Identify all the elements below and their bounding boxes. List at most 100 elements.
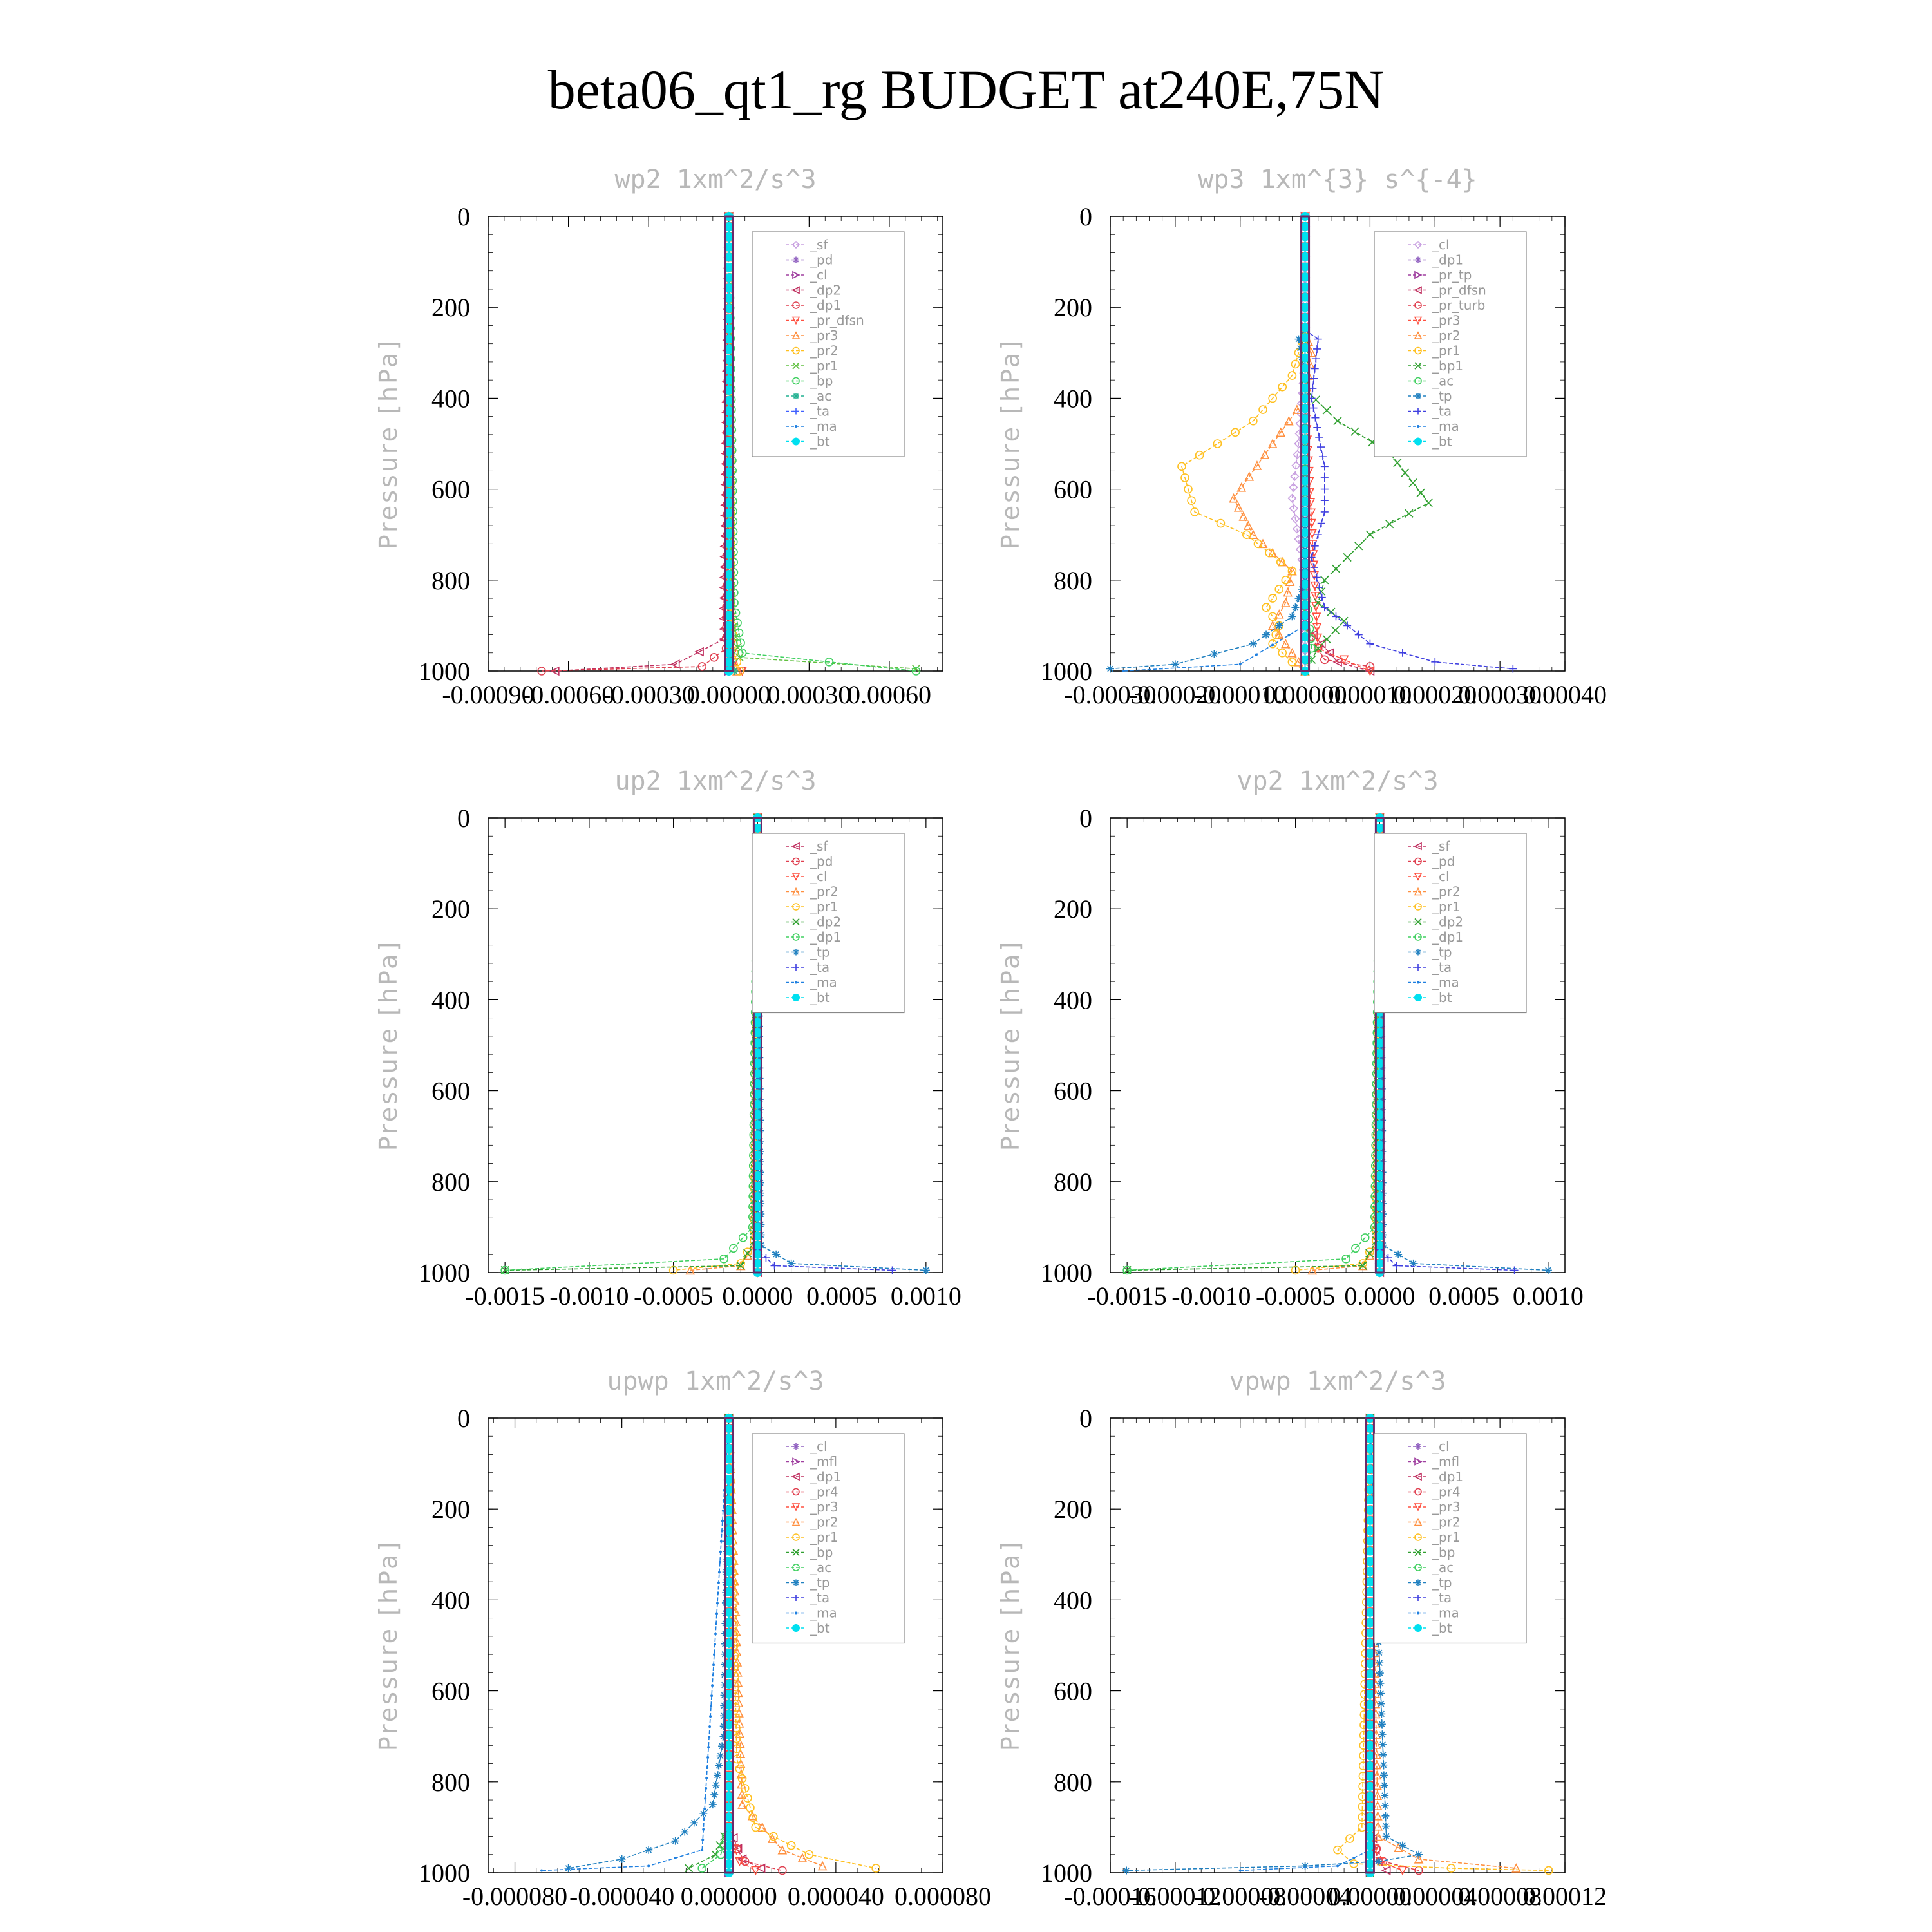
y-tick-label: 600 — [1054, 1077, 1092, 1106]
legend-marker — [1415, 1579, 1421, 1586]
series-point — [1375, 1141, 1385, 1150]
series-point — [1296, 344, 1305, 352]
series-point — [753, 1069, 762, 1079]
series-point — [684, 1864, 694, 1873]
series-point — [1300, 517, 1310, 527]
series-point — [724, 1536, 734, 1546]
series-point — [1382, 1822, 1390, 1830]
series-point — [724, 447, 734, 457]
series-point — [724, 1689, 734, 1699]
legend-marker — [791, 887, 800, 896]
series-point — [1345, 1834, 1354, 1843]
series-point — [753, 1202, 762, 1211]
series-point — [1397, 1866, 1408, 1876]
legend-label: _bp — [810, 1545, 833, 1560]
series-point — [1365, 1792, 1375, 1801]
legend-label: _bt — [810, 990, 830, 1005]
series-point — [720, 1530, 723, 1533]
legend-label: _pd — [810, 252, 833, 268]
series-point — [724, 1792, 734, 1801]
series-line — [505, 817, 759, 1271]
x-tick-label: 0.00000 — [687, 680, 771, 709]
series-point — [1373, 1811, 1383, 1821]
series-point — [911, 664, 921, 674]
series-point — [753, 1028, 762, 1037]
series-point — [701, 1848, 704, 1852]
series-point — [1331, 564, 1341, 573]
series-point — [786, 1841, 796, 1850]
series-point — [724, 639, 734, 649]
series-point — [1343, 621, 1352, 630]
series-point — [724, 518, 734, 528]
x-tick-label: 0.000080 — [895, 1882, 991, 1911]
x-tick-label: -0.00030 — [603, 680, 695, 709]
legend-label: _cl — [810, 267, 828, 283]
series-point — [737, 667, 747, 676]
legend-label: _dp1 — [810, 298, 841, 313]
legend-marker — [793, 408, 799, 415]
series-point — [1378, 1730, 1387, 1739]
series-point — [753, 1151, 762, 1160]
series-point — [755, 1863, 766, 1873]
series-point — [1360, 1233, 1370, 1242]
legend-label: _pr2 — [1432, 328, 1461, 343]
series-point — [719, 1712, 728, 1720]
series-point — [674, 1857, 677, 1860]
series-point — [1324, 648, 1334, 658]
series-point — [724, 1710, 734, 1719]
series-point — [724, 1546, 734, 1556]
series-point — [1287, 658, 1297, 667]
legend-label: _pr_tp — [1432, 267, 1472, 283]
series-point — [724, 580, 734, 589]
series-line — [1295, 817, 1381, 1271]
series-point — [724, 569, 734, 579]
x-tick-label: -0.00010 — [1194, 680, 1286, 709]
legend-label: _pr2 — [810, 343, 838, 359]
series-point — [753, 1018, 762, 1027]
legend-label: _sf — [810, 838, 828, 854]
series-point — [1281, 638, 1291, 649]
legend-label: _pr2 — [1432, 1515, 1461, 1530]
series-point — [1285, 576, 1295, 586]
series-point — [1307, 529, 1317, 539]
y-tick-label: 400 — [431, 384, 470, 413]
series-point — [1300, 414, 1310, 424]
y-tick-label: 400 — [431, 985, 470, 1014]
series-point — [1372, 1780, 1382, 1790]
plot-frame — [488, 817, 943, 1273]
series-point — [1378, 1054, 1386, 1062]
legend-marker — [792, 1548, 800, 1557]
plot-frame — [1110, 216, 1566, 672]
series-point — [1378, 1720, 1386, 1728]
series-point — [1365, 1577, 1375, 1587]
legend-label: _pr1 — [1432, 343, 1461, 359]
series-point — [1365, 1859, 1375, 1868]
series-point — [709, 1715, 712, 1718]
series-point — [1378, 1043, 1386, 1052]
series-point — [1375, 1240, 1385, 1250]
legend-marker — [793, 964, 799, 971]
x-tick-label: 0.00040 — [1523, 680, 1607, 709]
series-point — [1378, 1074, 1386, 1083]
chart-panel: wp2 1xm^2/s^302004006008001000-0.00090-0… — [374, 165, 943, 709]
series-point — [1187, 496, 1196, 506]
series-point — [1365, 1649, 1375, 1658]
series-bt — [724, 1414, 734, 1877]
series-point — [1351, 1244, 1360, 1253]
legend-label: _cl — [810, 869, 828, 884]
legend-marker — [1415, 256, 1421, 263]
series-point — [1379, 1750, 1387, 1759]
series-point — [755, 1064, 764, 1072]
series-point — [1373, 1831, 1383, 1841]
series-dp2 — [500, 813, 762, 1275]
legend-marker — [1414, 331, 1423, 339]
series-point — [1394, 1250, 1403, 1258]
series-point — [715, 1602, 719, 1605]
series-point — [1375, 1038, 1385, 1048]
series-line — [1181, 330, 1306, 672]
series-point — [1377, 1689, 1385, 1698]
series-point — [1365, 1710, 1375, 1719]
y-tick-label: 200 — [1054, 1495, 1092, 1524]
y-tick-label: 800 — [431, 1168, 470, 1197]
legend-marker — [1414, 1503, 1423, 1511]
